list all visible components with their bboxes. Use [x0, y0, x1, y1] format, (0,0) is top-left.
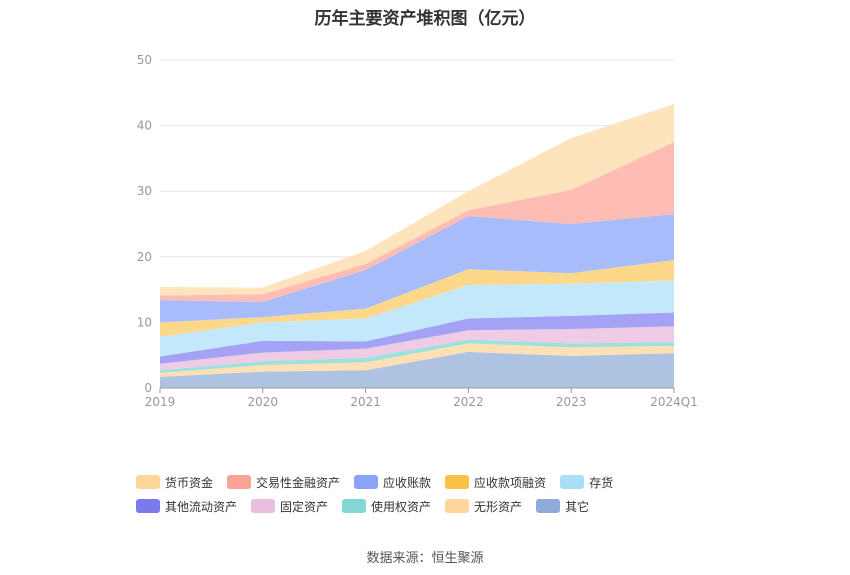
- legend-label: 货币资金: [165, 475, 214, 490]
- area-series: [160, 103, 674, 296]
- area-series: [160, 326, 674, 371]
- area-series: [160, 351, 674, 388]
- legend-item[interactable]: 存货: [560, 473, 613, 491]
- legend-label: 使用权资产: [371, 499, 432, 514]
- legend-swatch: [227, 475, 252, 489]
- chart-title: 历年主要资产堆积图（亿元）: [314, 9, 536, 29]
- legend-label: 无形资产: [474, 499, 523, 514]
- legend-item[interactable]: 无形资产: [445, 497, 522, 515]
- x-tick-label: 2019: [145, 395, 176, 409]
- legend-swatch: [136, 499, 160, 513]
- legend-swatch: [445, 499, 470, 513]
- data-source-note: 数据来源：恒生聚源: [366, 551, 484, 566]
- area-series: [160, 280, 674, 357]
- area-series: [160, 343, 674, 377]
- area-series: [160, 214, 674, 323]
- stacked-area-chart: 0 10 20 30 40 50 2019 2020 2021 2022 2023 2024Q1: [137, 53, 698, 409]
- legend-label: 其它: [565, 499, 590, 514]
- legend-item[interactable]: 应收款项融资: [445, 473, 546, 491]
- legend-item[interactable]: 固定资产: [251, 497, 328, 515]
- x-tick-label: 2023: [556, 395, 587, 409]
- legend-label: 应收款项融资: [474, 475, 547, 490]
- legend-label: 固定资产: [280, 499, 329, 514]
- legend-item[interactable]: 货币资金: [136, 473, 213, 491]
- legend-item[interactable]: 其他流动资产: [136, 497, 237, 515]
- y-tick-label: 0: [144, 381, 152, 395]
- legend-item[interactable]: 交易性金融资产: [227, 473, 340, 491]
- legend-swatch: [251, 499, 276, 513]
- y-tick-label: 30: [137, 184, 152, 198]
- area-series: [160, 142, 674, 303]
- legend-swatch: [354, 475, 379, 489]
- legend-swatch: [536, 499, 561, 513]
- legend-item[interactable]: 使用权资产: [342, 497, 431, 515]
- y-tick-label: 20: [137, 250, 152, 264]
- y-tick-label: 50: [137, 53, 152, 67]
- x-tick-label: 2020: [248, 395, 279, 409]
- y-tick-label: 40: [137, 119, 152, 133]
- y-tick-label: 10: [137, 315, 152, 329]
- legend-swatch: [342, 499, 367, 513]
- area-series: [160, 260, 674, 337]
- x-tick-label: 2022: [453, 395, 484, 409]
- x-tick-label: 2021: [350, 395, 381, 409]
- area-series: [160, 312, 674, 364]
- x-tick-label: 2024Q1: [650, 395, 698, 409]
- area-series: [160, 339, 674, 373]
- legend-item[interactable]: 应收账款: [354, 473, 431, 491]
- legend-swatch: [445, 475, 470, 489]
- legend-label: 应收账款: [383, 475, 432, 490]
- legend-label: 存货: [589, 475, 614, 490]
- legend-label: 交易性金融资产: [256, 475, 341, 490]
- chart-legend: 货币资金 交易性金融资产 应收账款 应收款项融资 存货其他流动资产 固定资产 使用权资产 无形…: [136, 473, 736, 515]
- legend-item[interactable]: 其它: [536, 497, 589, 515]
- legend-swatch: [136, 475, 160, 489]
- legend-label: 其他流动资产: [165, 499, 238, 514]
- legend-swatch: [560, 475, 585, 489]
